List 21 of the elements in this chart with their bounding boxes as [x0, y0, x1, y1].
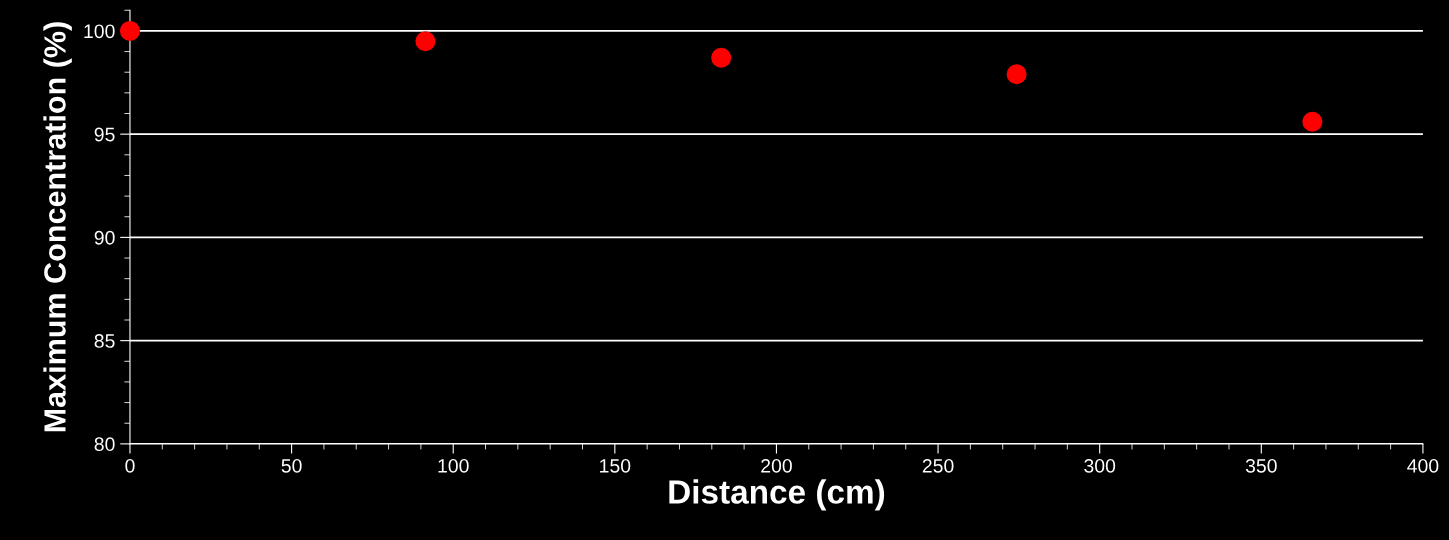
- point: [119, 20, 140, 41]
- point: [1302, 111, 1323, 132]
- y-tick-label: 90: [94, 230, 115, 245]
- point: [1006, 64, 1027, 85]
- y-tick-label: 95: [94, 127, 115, 142]
- x-tick-label: 400: [1407, 458, 1439, 473]
- point: [711, 47, 732, 68]
- y-tick-label: 80: [94, 437, 115, 452]
- x-tick-label: 150: [600, 458, 631, 473]
- x-axis-title: Distance (cm): [669, 479, 885, 511]
- y-tick-label: 85: [94, 334, 115, 348]
- x-tick-label: 200: [761, 458, 792, 473]
- y-tick-label: 100: [84, 24, 115, 39]
- x-tick-label: 250: [922, 458, 954, 473]
- x-tick-label: 350: [1245, 458, 1277, 473]
- point: [415, 31, 436, 52]
- y-axis-title: Maximum Concentration (%): [43, 22, 72, 432]
- x-tick-label: 50: [281, 458, 302, 473]
- x-tick-label: 300: [1084, 458, 1116, 473]
- x-tick-label: 100: [438, 458, 469, 473]
- x-tick-label: 0: [125, 458, 135, 473]
